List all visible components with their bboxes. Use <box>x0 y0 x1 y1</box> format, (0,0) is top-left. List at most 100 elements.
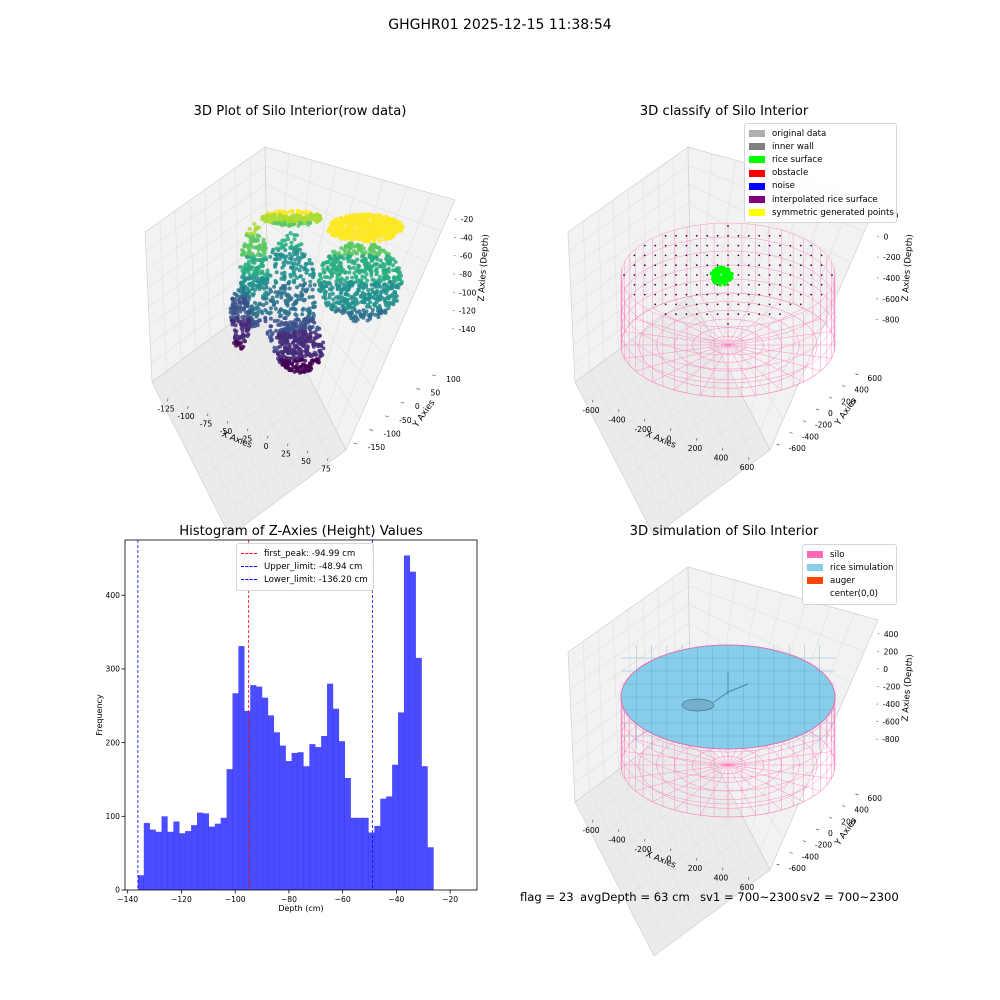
raw-data-point <box>338 280 343 285</box>
raw-data-point <box>290 216 294 220</box>
raw-data-point <box>293 330 298 335</box>
silo-floor-ring <box>638 721 818 809</box>
raw-data-point <box>375 280 380 285</box>
raw-data-point <box>374 216 379 220</box>
raw-data-point <box>228 310 233 315</box>
raw-data-point <box>364 266 369 271</box>
raw-data-point <box>324 284 329 289</box>
raw-data-point <box>343 278 347 283</box>
rice-surface-point <box>709 271 714 276</box>
raw-data-point <box>294 300 299 305</box>
raw-data-point <box>361 212 366 217</box>
raw-data-point <box>302 267 307 272</box>
grid-line <box>634 411 751 498</box>
raw-data-point <box>374 255 379 260</box>
raw-data-point <box>247 272 252 277</box>
y-axis-tick-label: -600 <box>789 864 806 873</box>
legend-entry: center(0,0) <box>807 588 891 601</box>
raw-data-point <box>295 247 299 252</box>
raw-data-point <box>262 243 267 248</box>
raw-data-point <box>287 335 291 340</box>
raw-data-point <box>298 215 303 220</box>
raw-data-point <box>348 266 353 271</box>
raw-data-point <box>240 328 245 333</box>
raw-data-point <box>381 271 386 276</box>
raw-data-point <box>381 276 386 281</box>
raw-data-point <box>298 293 303 298</box>
raw-data-point <box>261 252 266 257</box>
raw-data-point <box>253 320 258 324</box>
raw-data-point <box>342 246 347 251</box>
raw-data-point <box>291 250 296 255</box>
raw-data-point <box>377 303 382 308</box>
raw-data-point <box>391 219 396 224</box>
raw-data-point <box>381 265 386 270</box>
raw-data-point <box>305 364 309 369</box>
raw-data-point <box>372 302 377 307</box>
raw-data-point <box>308 283 313 288</box>
raw-data-point <box>348 227 353 232</box>
histogram-bar <box>279 745 286 890</box>
raw-data-point <box>288 274 293 279</box>
raw-data-point <box>279 332 284 336</box>
z-axis-tick-label: -140 <box>458 325 475 334</box>
raw-data-point <box>291 279 296 284</box>
raw-data-point <box>380 229 385 234</box>
raw-data-point <box>388 258 393 263</box>
raw-data-point <box>274 261 279 266</box>
raw-data-point <box>284 301 289 306</box>
raw-data-point <box>311 273 316 278</box>
histogram-bar <box>173 821 180 890</box>
raw-data-point <box>273 264 278 269</box>
raw-data-point <box>314 219 319 224</box>
raw-data-point <box>240 275 245 280</box>
raw-data-point <box>371 218 376 223</box>
raw-data-point <box>279 355 284 360</box>
raw-data-point <box>293 338 298 343</box>
raw-data-point <box>347 242 352 247</box>
raw-data-point <box>325 303 330 308</box>
raw-data-point <box>270 295 275 300</box>
raw-data-point <box>343 218 348 223</box>
raw-data-point <box>243 300 248 305</box>
raw-data-point <box>371 244 376 249</box>
raw-data-point <box>298 283 303 288</box>
raw-data-point <box>295 251 300 256</box>
raw-data-point <box>289 368 294 373</box>
raw-data-point <box>252 257 257 261</box>
raw-data-point <box>365 239 370 244</box>
raw-data-point <box>245 243 250 248</box>
grid-line <box>265 165 442 232</box>
histogram-bar <box>309 744 316 890</box>
raw-data-point <box>331 225 336 230</box>
raw-data-point <box>282 335 287 340</box>
raw-data-point <box>249 235 254 240</box>
raw-data-point <box>356 227 361 232</box>
interpolated-surface-point <box>810 293 813 296</box>
raw-data-point <box>244 291 249 296</box>
raw-data-point <box>354 298 359 303</box>
raw-data-point <box>327 295 332 300</box>
x-axis-label: X Axies <box>644 850 678 871</box>
x-axis-label: X Axies <box>220 430 254 451</box>
raw-data-point <box>368 213 373 218</box>
raw-data-point <box>286 281 291 286</box>
raw-data-point <box>280 327 284 332</box>
raw-data-point <box>237 299 242 304</box>
raw-data-point <box>287 332 291 337</box>
raw-data-point <box>382 299 387 303</box>
grid-line <box>238 317 318 472</box>
raw-data-point <box>269 299 274 303</box>
grid-line <box>572 239 691 327</box>
raw-data-point <box>264 217 269 222</box>
raw-data-point <box>294 356 298 360</box>
raw-data-point <box>391 268 396 273</box>
raw-data-point <box>311 319 315 324</box>
grid-line <box>657 588 663 738</box>
raw-data-point <box>382 228 387 233</box>
raw-data-point <box>306 222 311 227</box>
rice-surface-point <box>718 280 723 284</box>
grid-line <box>642 598 648 749</box>
raw-data-point <box>293 252 298 257</box>
raw-data-point <box>367 255 372 260</box>
